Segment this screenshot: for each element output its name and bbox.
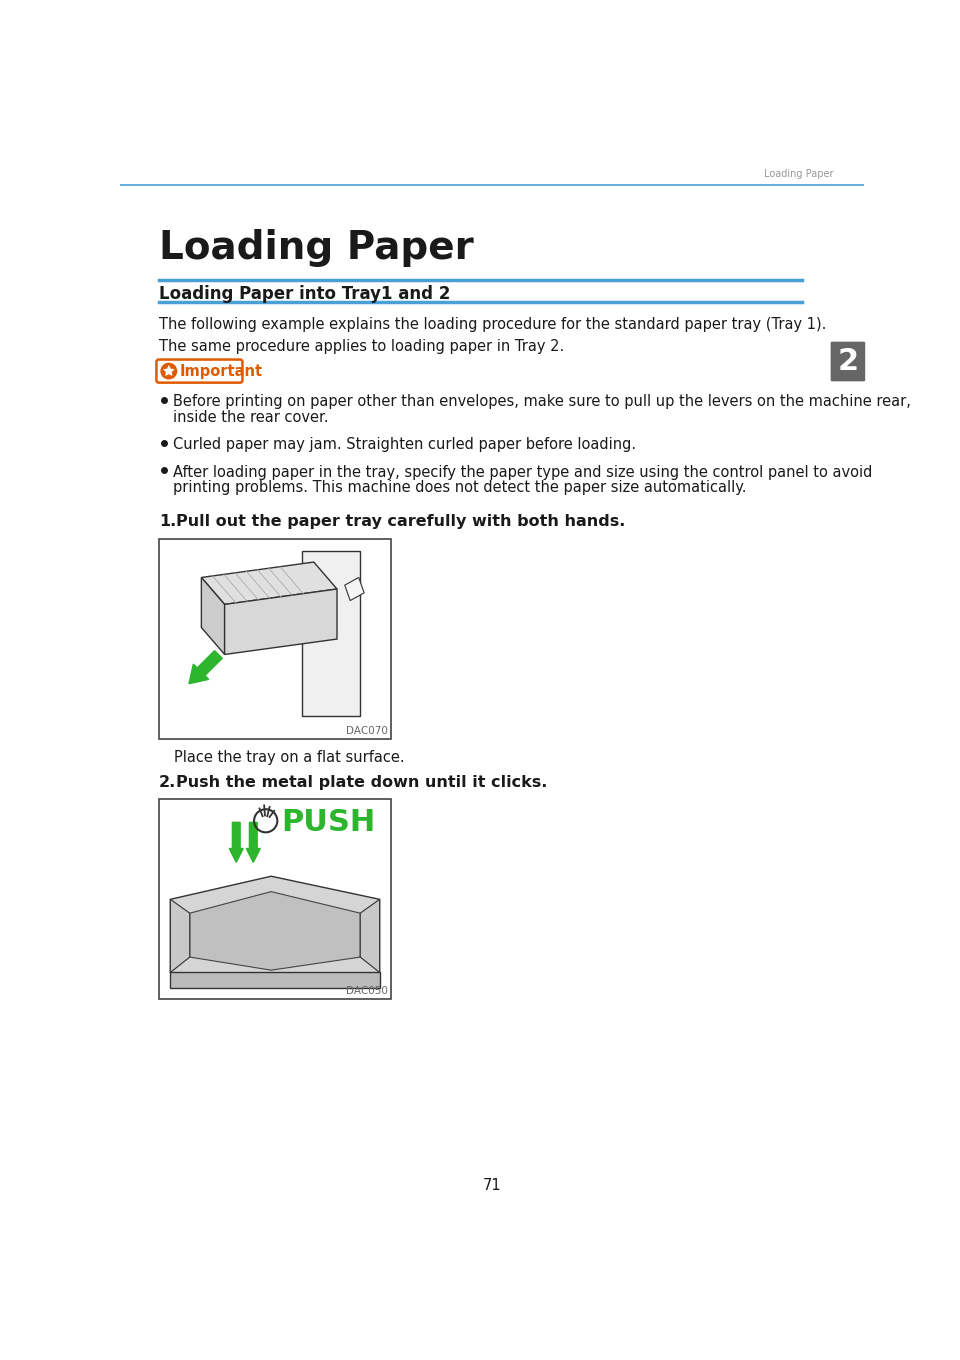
Text: 2.: 2. [158,775,176,790]
Text: Place the tray on a flat surface.: Place the tray on a flat surface. [175,749,405,764]
Text: printing problems. This machine does not detect the paper size automatically.: printing problems. This machine does not… [173,480,746,495]
Polygon shape [163,364,175,377]
Text: The following example explains the loading procedure for the standard paper tray: The following example explains the loadi… [158,317,827,332]
Polygon shape [360,899,379,972]
Circle shape [161,363,177,379]
Text: After loading paper in the tray, specify the paper type and size using the contr: After loading paper in the tray, specify… [173,465,872,480]
FancyArrow shape [229,823,243,862]
Bar [158,800,392,1000]
Text: DAC070: DAC070 [347,726,388,736]
Polygon shape [302,551,360,717]
Bar [158,539,392,740]
Text: Before printing on paper other than envelopes, make sure to pull up the levers o: Before printing on paper other than enve… [173,394,911,409]
Polygon shape [345,578,364,601]
Text: DAC050: DAC050 [347,986,388,997]
FancyArrow shape [247,823,260,862]
Text: Loading Paper into Tray1 and 2: Loading Paper into Tray1 and 2 [158,284,450,303]
Bar [831,341,864,381]
Polygon shape [202,578,225,654]
Text: inside the rear cover.: inside the rear cover. [173,409,328,424]
Text: 2: 2 [837,347,858,375]
Polygon shape [190,892,360,970]
Text: 1.: 1. [158,514,176,529]
Bar [831,341,864,381]
Polygon shape [225,589,337,654]
Text: Pull out the paper tray carefully with both hands.: Pull out the paper tray carefully with b… [176,514,625,529]
Text: 71: 71 [483,1179,501,1194]
Polygon shape [170,876,379,985]
Text: PUSH: PUSH [281,808,375,836]
Polygon shape [170,899,190,972]
Polygon shape [202,562,337,604]
Text: Loading Paper: Loading Paper [763,169,833,178]
Text: Curled paper may jam. Straighten curled paper before loading.: Curled paper may jam. Straighten curled … [173,438,636,453]
Polygon shape [170,972,379,987]
Text: Push the metal plate down until it clicks.: Push the metal plate down until it click… [176,775,547,790]
FancyArrow shape [189,650,223,684]
Text: Important: Important [180,363,263,378]
FancyBboxPatch shape [156,359,243,382]
Text: Loading Paper: Loading Paper [158,228,473,267]
Text: The same procedure applies to loading paper in Tray 2.: The same procedure applies to loading pa… [158,339,564,354]
